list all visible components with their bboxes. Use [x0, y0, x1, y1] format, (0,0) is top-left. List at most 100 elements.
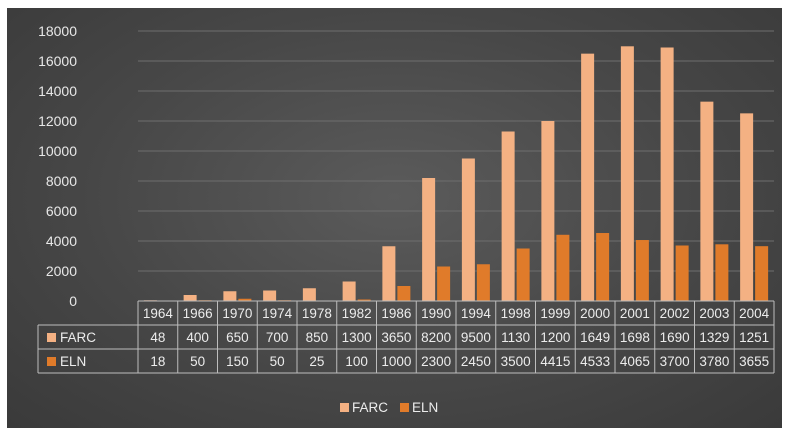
x-tick-label: 1982 [342, 306, 372, 321]
table-value: 1698 [620, 330, 650, 345]
table-value: 18 [150, 354, 165, 369]
y-tick-label: 10000 [38, 143, 77, 159]
x-tick-label: 1998 [501, 306, 531, 321]
chart-panel: 0 2000 4000 6000 8000 10000 12000 14000 16000 180… [7, 8, 782, 428]
y-tick-label: 8000 [46, 173, 77, 189]
table-value: 1251 [739, 330, 769, 345]
x-tick-label: 2001 [620, 306, 650, 321]
table-value: 2300 [421, 354, 451, 369]
x-tick-label: 2002 [660, 306, 690, 321]
FARC-bar [342, 281, 356, 301]
table-value: 150 [226, 354, 249, 369]
FARC-bar [541, 121, 555, 301]
legend-label: FARC [352, 400, 388, 415]
ELN-bar [357, 299, 371, 301]
ELN-legend-key [400, 403, 409, 412]
table-value: 3655 [739, 354, 769, 369]
table-value: 50 [190, 354, 205, 369]
y-tick-label: 6000 [46, 203, 77, 219]
ELN-bar [437, 266, 451, 301]
x-tick-label: 2004 [739, 306, 770, 321]
x-tick-label: 1964 [143, 306, 174, 321]
table-value: 1200 [540, 330, 570, 345]
table-value: 650 [226, 330, 249, 345]
y-tick-label: 4000 [46, 233, 77, 249]
FARC-bar [461, 158, 475, 301]
table-series-name: ELN [60, 354, 86, 369]
FARC-bar [422, 178, 436, 301]
FARC-bar [183, 295, 197, 301]
table-value: 3500 [501, 354, 531, 369]
x-tick-label: 1970 [222, 306, 252, 321]
x-tick-label: 2000 [580, 306, 610, 321]
ELN-bar [755, 246, 769, 301]
table-value: 1690 [660, 330, 690, 345]
table-value: 4065 [620, 354, 650, 369]
table-value: 50 [270, 354, 285, 369]
table-value: 1300 [342, 330, 372, 345]
legend: FARC ELN [340, 400, 438, 415]
table-value: 3650 [381, 330, 411, 345]
table-value: 400 [186, 330, 209, 345]
table-value: 3780 [699, 354, 729, 369]
ELN-bar [397, 286, 411, 301]
x-tick-label: 1994 [461, 306, 492, 321]
FARC-table-key [47, 333, 56, 342]
table-value: 3700 [660, 354, 690, 369]
ELN-bar [516, 248, 530, 301]
ELN-bar [556, 234, 570, 301]
table-value: 48 [150, 330, 165, 345]
table-value: 100 [345, 354, 368, 369]
table-value: 1000 [381, 354, 411, 369]
table-value: 850 [306, 330, 329, 345]
FARC-bar [302, 288, 316, 301]
FARC-bar [223, 291, 237, 301]
bars [143, 46, 769, 302]
table-value: 1649 [580, 330, 610, 345]
ELN-bar [238, 298, 252, 301]
FARC-bar [382, 246, 396, 301]
y-tick-label: 12000 [38, 113, 77, 129]
y-axis-ticks: 0 2000 4000 6000 8000 10000 12000 14000 16000 180… [38, 23, 77, 309]
gridlines [138, 30, 774, 272]
table-value: 8200 [421, 330, 451, 345]
table-value: 2450 [461, 354, 491, 369]
table-value: 25 [309, 354, 324, 369]
table-value: 700 [266, 330, 289, 345]
FARC-bar [263, 290, 277, 301]
table-value: 4415 [540, 354, 570, 369]
y-tick-label: 16000 [38, 53, 77, 69]
ELN-bar [715, 244, 729, 301]
x-tick-label: 1986 [381, 306, 411, 321]
x-tick-label: 1999 [540, 306, 570, 321]
x-tick-label: 1966 [183, 306, 213, 321]
FARC-bar [581, 53, 595, 302]
ELN-bar [596, 233, 610, 301]
FARC-bar [700, 101, 714, 302]
table-value: 1130 [501, 330, 530, 345]
y-tick-label: 2000 [46, 263, 77, 279]
x-tick-label: 1974 [262, 306, 293, 321]
x-tick-label: 1978 [302, 306, 332, 321]
x-tick-label: 1990 [421, 306, 451, 321]
FARC-bar [660, 47, 674, 301]
data-table: 1964 1966 1970 1974 1978 1982 1986 1990 1994 1998… [37, 300, 775, 374]
y-tick-label: 18000 [38, 23, 77, 39]
y-tick-label: 14000 [38, 83, 77, 99]
y-tick-label: 0 [69, 293, 77, 309]
FARC-legend-key [340, 403, 349, 412]
FARC-bar [620, 46, 634, 301]
table-value: 9500 [461, 330, 491, 345]
ELN-bar [476, 264, 490, 301]
table-series-name: FARC [60, 330, 96, 345]
FARC-bar [740, 113, 754, 301]
ELN-table-key [47, 357, 56, 366]
ELN-bar [675, 245, 689, 301]
legend-label: ELN [412, 400, 438, 415]
x-tick-label: 2003 [699, 306, 729, 321]
FARC-bar [501, 131, 515, 301]
bar-chart: 0 2000 4000 6000 8000 10000 12000 14000 16000 180… [37, 23, 775, 415]
table-value: 4533 [580, 354, 610, 369]
ELN-bar [635, 240, 649, 301]
